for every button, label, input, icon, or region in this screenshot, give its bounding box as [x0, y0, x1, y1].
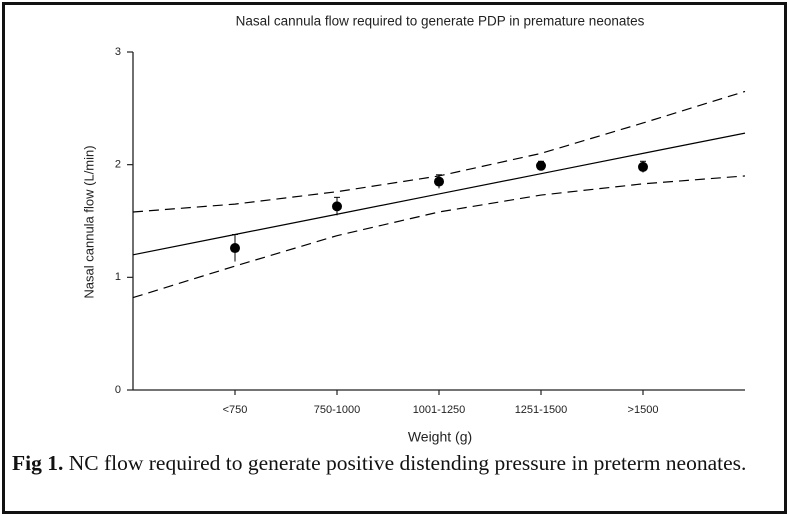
- caption-label: Fig 1.: [12, 451, 64, 475]
- x-tick-label: 750-1000: [314, 404, 361, 416]
- x-tick-label: <750: [223, 404, 248, 416]
- data-point: [536, 160, 546, 171]
- x-axis-label: Weight (g): [408, 429, 472, 445]
- x-tick-label: 1001-1250: [413, 404, 466, 416]
- y-tick-label: 3: [115, 46, 121, 58]
- y-tick-label: 2: [115, 159, 121, 171]
- data-point: [332, 201, 342, 212]
- chart-title: Nasal cannula flow required to generate …: [236, 14, 645, 29]
- data-point: [638, 161, 648, 172]
- data-point: [230, 243, 240, 254]
- data-point: [434, 176, 444, 187]
- x-tick-label: >1500: [628, 404, 659, 416]
- caption: Fig 1. NC flow required to generate posi…: [12, 451, 784, 476]
- y-tick-label: 1: [115, 271, 121, 283]
- caption-text: NC flow required to generate positive di…: [68, 451, 747, 475]
- x-tick-label: 1251-1500: [515, 404, 568, 416]
- y-tick-label: 0: [115, 384, 121, 396]
- chart: Nasal cannula flow required to generate …: [81, 14, 746, 445]
- y-axis-label: Nasal cannula flow (L/min): [81, 145, 96, 298]
- regression-line: [132, 132, 746, 256]
